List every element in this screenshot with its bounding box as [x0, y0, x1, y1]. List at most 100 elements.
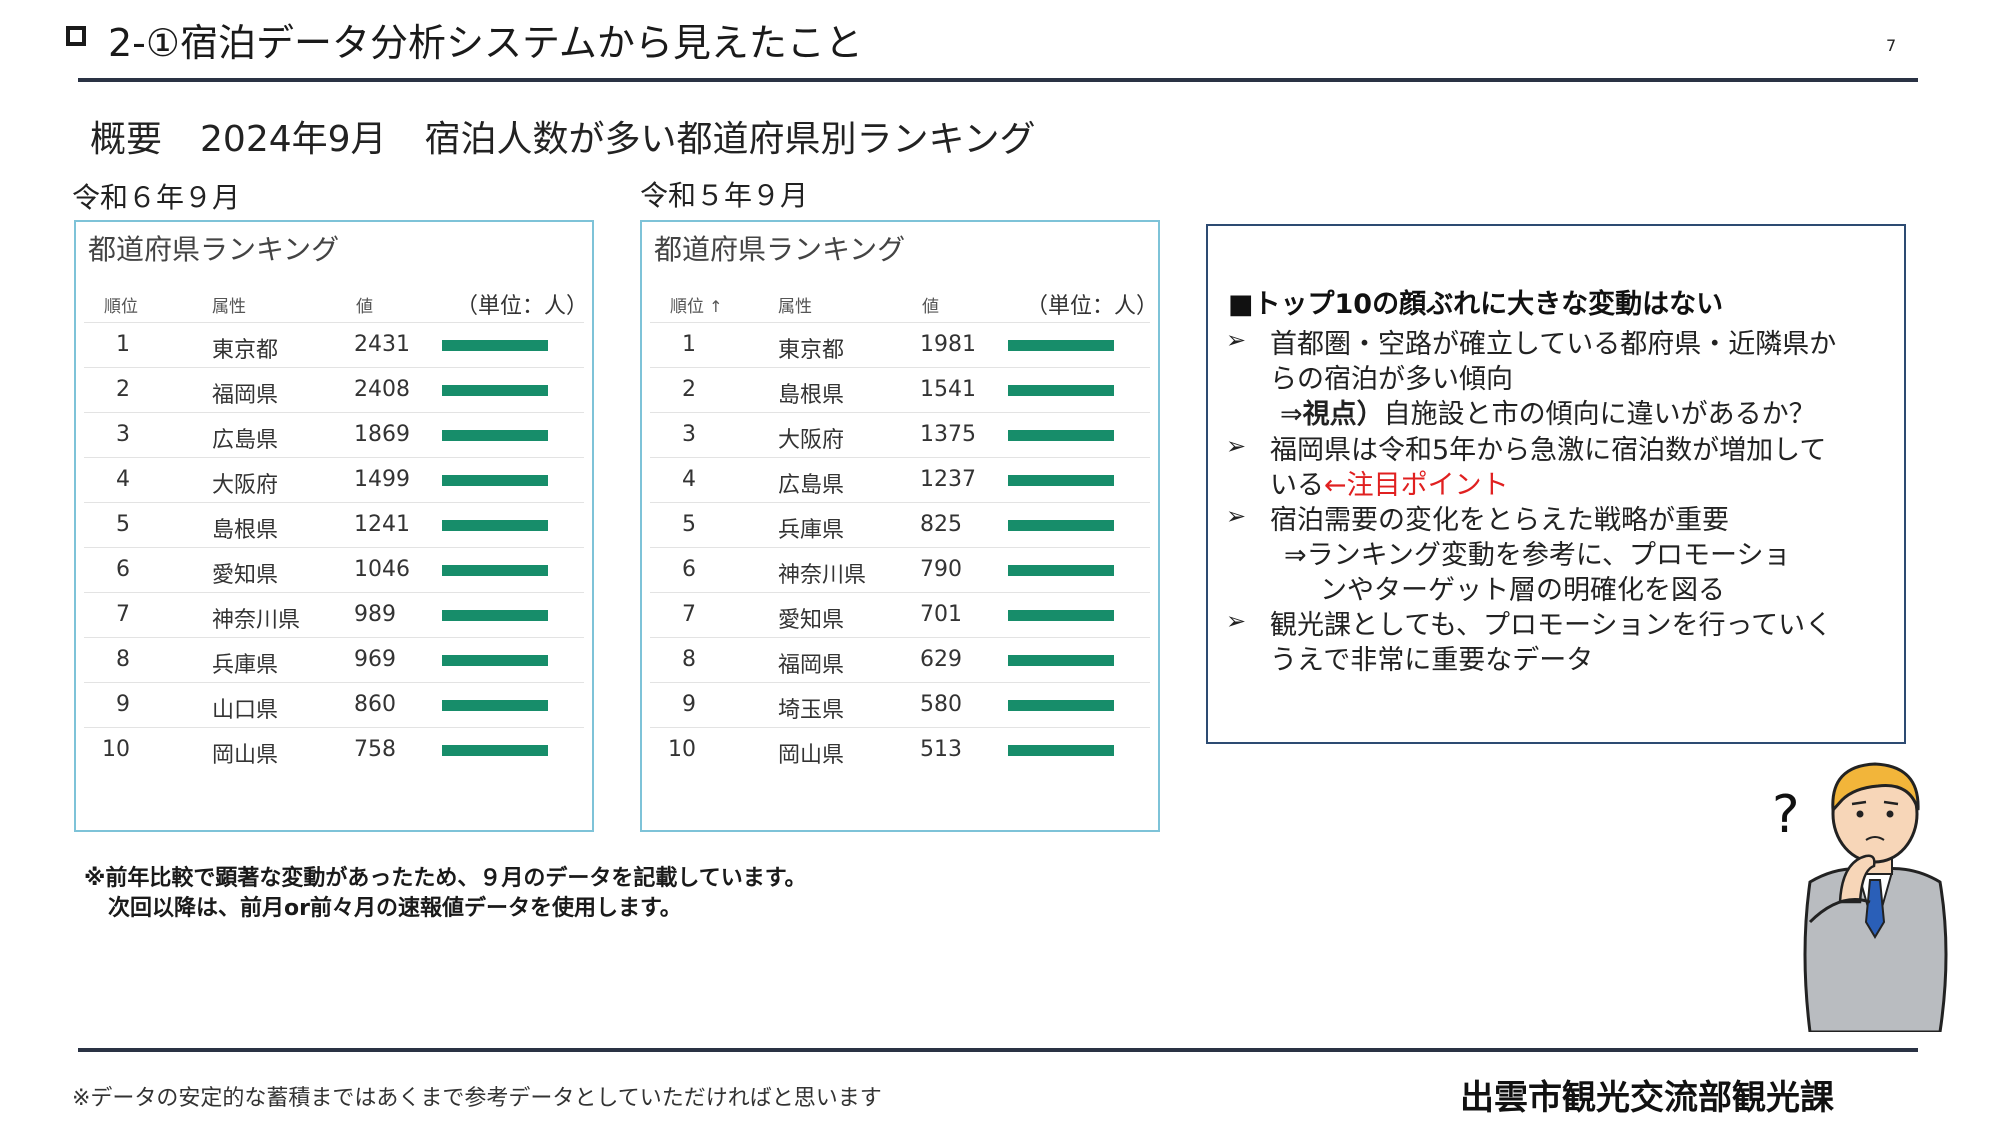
ranking-panel-2024: 都道府県ランキング 順位 属性 値 （単位：人） 1 東京都 2431 2 福岡県 240…	[74, 220, 594, 832]
col-value-header[interactable]: 値	[922, 297, 939, 317]
table-row: 9 山口県 860	[84, 682, 584, 728]
value-bar	[1008, 745, 1114, 756]
panel-title: 都道府県ランキング	[654, 233, 906, 266]
value-cell: 513	[920, 737, 962, 762]
rank-cell: 10	[668, 737, 696, 762]
prefecture-cell: 兵庫県	[778, 518, 845, 543]
value-cell: 1046	[354, 557, 410, 582]
value-bar	[1008, 475, 1114, 486]
value-cell: 1241	[354, 512, 410, 537]
table-row: 8 兵庫県 969	[84, 637, 584, 683]
prefecture-cell: 東京都	[778, 338, 845, 363]
table-row: 1 東京都 2431	[84, 322, 584, 368]
table-row: 6 愛知県 1046	[84, 547, 584, 593]
value-bar	[442, 385, 548, 396]
value-cell: 825	[920, 512, 962, 537]
table-row: 3 大阪府 1375	[650, 412, 1150, 458]
bullet-arrow-icon: ➢	[1226, 607, 1247, 635]
prefecture-cell: 大阪府	[778, 428, 845, 453]
prefecture-cell: 福岡県	[212, 383, 279, 408]
table-row: 5 島根県 1241	[84, 502, 584, 548]
prefecture-cell: 広島県	[212, 428, 279, 453]
value-bar	[1008, 340, 1114, 351]
insight-line: いる←注目ポイント	[1270, 463, 1509, 502]
panel-period-2024: 令和６年９月	[72, 181, 241, 214]
prefecture-cell: 兵庫県	[212, 653, 279, 678]
footnote-line-1: ※前年比較で顕著な変動があったため、９月のデータを記載しています。	[84, 866, 807, 891]
title-square-icon	[66, 26, 86, 46]
value-cell: 629	[920, 647, 962, 672]
panel-period-2023: 令和５年９月	[640, 179, 809, 212]
value-bar	[442, 565, 548, 576]
col-value-header[interactable]: 値	[356, 297, 373, 317]
value-cell: 580	[920, 692, 962, 717]
rank-cell: 6	[116, 557, 130, 582]
value-bar	[442, 610, 548, 621]
insights-box: ■トップ10の顔ぶれに大きな変動はない ➢ 首都圏・空路が確立している都府県・近…	[1206, 224, 1906, 744]
overview-label: 概要	[90, 119, 163, 160]
table-header: 順位 属性 値 （単位：人）	[76, 280, 592, 328]
rank-cell: 9	[682, 692, 696, 717]
question-mark-icon: ?	[1772, 785, 1800, 845]
insight-line: 宿泊需要の変化をとらえた戦略が重要	[1270, 505, 1729, 536]
col-rank-header[interactable]: 順位 ↑	[670, 292, 723, 317]
rank-cell: 3	[116, 422, 130, 447]
prefecture-cell: 広島県	[778, 473, 845, 498]
bullet-arrow-icon: ➢	[1226, 502, 1247, 530]
value-bar	[1008, 565, 1114, 576]
prefecture-cell: 東京都	[212, 338, 279, 363]
value-bar	[442, 655, 548, 666]
col-rank-header[interactable]: 順位	[104, 297, 138, 317]
insight-line: 福岡県は令和5年から急激に宿泊数が増加して	[1270, 435, 1827, 466]
table-row: 3 広島県 1869	[84, 412, 584, 458]
rank-cell: 5	[682, 512, 696, 537]
col-attr-header[interactable]: 属性	[212, 297, 246, 317]
insight-line: うえで非常に重要なデータ	[1270, 645, 1594, 676]
table-row: 6 神奈川県 790	[650, 547, 1150, 593]
rank-cell: 1	[682, 332, 696, 357]
table-row: 2 島根県 1541	[650, 367, 1150, 413]
unit-label: （単位：人）	[456, 294, 589, 319]
value-cell: 790	[920, 557, 962, 582]
unit-label: （単位：人）	[1026, 294, 1159, 319]
rank-cell: 2	[682, 377, 696, 402]
value-cell: 1541	[920, 377, 976, 402]
value-cell: 989	[354, 602, 396, 627]
value-cell: 1869	[354, 422, 410, 447]
value-bar	[442, 430, 548, 441]
sort-up-arrow-icon[interactable]: ↑	[704, 297, 723, 316]
prefecture-cell: 島根県	[778, 383, 845, 408]
col-attr-header[interactable]: 属性	[778, 297, 812, 317]
bullet-arrow-icon: ➢	[1226, 326, 1247, 354]
prefecture-cell: 埼玉県	[778, 698, 845, 723]
insight-viewpoint: ⇒視点）自施設と市の傾向に違いがあるか？	[1280, 392, 1816, 431]
value-cell: 2431	[354, 332, 410, 357]
bottom-disclaimer: ※データの安定的な蓄積まではあくまで参考データとしていただければと思います	[72, 1086, 882, 1111]
value-bar	[1008, 610, 1114, 621]
value-cell: 1237	[920, 467, 976, 492]
prefecture-cell: 岡山県	[212, 743, 279, 768]
insight-line: ンやターゲット層の明確化を図る	[1320, 575, 1725, 606]
viewpoint-label: 視点）	[1302, 399, 1384, 430]
viewpoint-arrow: ⇒	[1280, 399, 1303, 430]
value-bar	[1008, 700, 1114, 711]
rank-cell: 5	[116, 512, 130, 537]
viewpoint-text: 自施設と市の傾向に違いがあるか？	[1383, 399, 1816, 430]
value-cell: 2408	[354, 377, 410, 402]
table-row: 7 愛知県 701	[650, 592, 1150, 638]
rank-cell: 9	[116, 692, 130, 717]
value-cell: 701	[920, 602, 962, 627]
rank-cell: 8	[116, 647, 130, 672]
department-name: 出雲市観光交流部観光課	[1460, 1078, 1834, 1118]
overview-month: 2024年9月	[200, 119, 387, 160]
table-row: 10 岡山県 758	[84, 727, 584, 773]
value-bar	[442, 475, 548, 486]
table-row: 10 岡山県 513	[650, 727, 1150, 773]
bottom-divider	[78, 1048, 1918, 1052]
ranking-panel-2023: 都道府県ランキング 順位 ↑ 属性 値 （単位：人） 1 東京都 1981 2 島根県 1…	[640, 220, 1160, 832]
prefecture-cell: 愛知県	[212, 563, 279, 588]
rank-cell: 8	[682, 647, 696, 672]
table-row: 2 福岡県 2408	[84, 367, 584, 413]
prefecture-cell: 島根県	[212, 518, 279, 543]
col-rank-label: 順位	[670, 297, 704, 317]
